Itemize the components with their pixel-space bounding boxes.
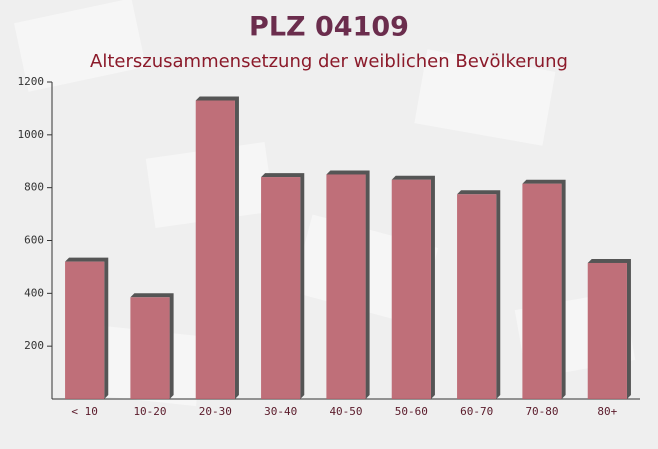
bar bbox=[587, 262, 627, 399]
x-tick-label: 40-50 bbox=[329, 405, 362, 418]
x-tick-label: 30-40 bbox=[264, 405, 297, 418]
bar bbox=[261, 177, 301, 399]
bar bbox=[130, 297, 170, 399]
x-tick-label: < 10 bbox=[71, 405, 98, 418]
y-tick-label: 600 bbox=[24, 234, 44, 247]
bar bbox=[391, 179, 431, 399]
y-tick-label: 1200 bbox=[18, 75, 45, 88]
bar bbox=[457, 194, 497, 399]
x-tick-label: 10-20 bbox=[133, 405, 166, 418]
chart-title: PLZ 04109 bbox=[249, 12, 409, 43]
x-tick-label: 60-70 bbox=[460, 405, 493, 418]
x-tick-label: 50-60 bbox=[395, 405, 428, 418]
bar bbox=[326, 174, 366, 399]
y-tick-label: 200 bbox=[24, 339, 44, 352]
bar bbox=[522, 183, 562, 399]
x-tick-label: 80+ bbox=[597, 405, 617, 418]
bar bbox=[195, 100, 235, 399]
bar bbox=[65, 261, 105, 399]
y-tick-label: 400 bbox=[24, 286, 44, 299]
chart-subtitle: Alterszusammensetzung der weiblichen Bev… bbox=[90, 51, 568, 72]
y-tick-label: 1000 bbox=[18, 128, 45, 141]
x-tick-label: 20-30 bbox=[199, 405, 232, 418]
y-tick-label: 800 bbox=[24, 181, 44, 194]
x-tick-label: 70-80 bbox=[525, 405, 558, 418]
